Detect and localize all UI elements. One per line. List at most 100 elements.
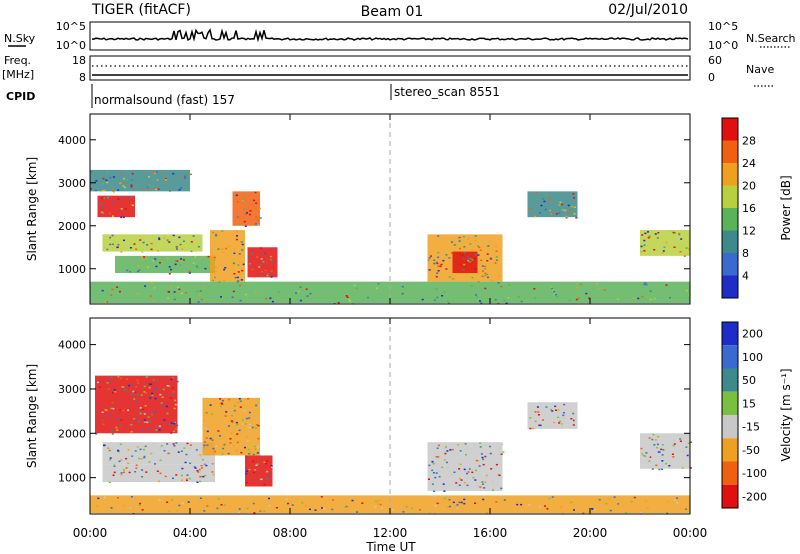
power-speckle [481, 275, 484, 278]
velocity-speckle [653, 444, 656, 446]
power-colorbar-tick: 20 [742, 180, 756, 193]
velocity-speckle [173, 430, 176, 432]
velocity-speckle [185, 478, 188, 480]
power-speckle [138, 269, 141, 271]
velocity-speckle [183, 447, 186, 449]
power-colorbar-frame [721, 117, 739, 299]
power-speckle [119, 290, 121, 293]
velocity-speckle [143, 385, 146, 388]
power-colorbar-swatch [722, 163, 738, 186]
velocity-speckle [126, 390, 129, 392]
velocity-speckle [479, 442, 482, 444]
power-speckle [108, 212, 111, 215]
velocity-speckle [155, 429, 158, 431]
power-speckle [482, 270, 484, 272]
power-speckle [221, 248, 224, 250]
velocity-speckle [138, 411, 141, 413]
velocity-colorbar-tick: -200 [742, 490, 767, 503]
velocity-speckle [162, 405, 165, 407]
velocity-speckle [202, 419, 205, 422]
power-y-tick-label: 1000 [58, 263, 86, 276]
power-speckle [130, 184, 133, 186]
power-speckle [498, 274, 501, 277]
power-speckle [137, 265, 139, 267]
velocity-speckle [143, 456, 146, 459]
velocity-speckle [479, 446, 482, 448]
power-speckle [653, 249, 656, 251]
velocity-speckle [219, 435, 221, 437]
velocity-speckle [129, 431, 132, 434]
power-speckle [471, 259, 474, 261]
velocity-speckle [220, 454, 223, 457]
velocity-speckle [239, 400, 242, 402]
power-speckle [181, 292, 183, 295]
velocity-speckle [458, 468, 461, 470]
velocity-colorbar-swatch [722, 415, 738, 439]
power-speckle [269, 258, 272, 261]
velocity-speckle [532, 427, 535, 430]
power-speckle [192, 262, 195, 264]
power-speckle [235, 230, 238, 232]
power-speckle [484, 272, 487, 275]
velocity-speckle [676, 497, 678, 499]
velocity-speckle [457, 444, 460, 446]
velocity-speckle [479, 486, 482, 488]
velocity-colorbar-tick: 100 [742, 351, 763, 364]
power-speckle [672, 231, 675, 234]
power-speckle [109, 243, 112, 246]
freq-left-tick-top: 18 [72, 54, 86, 67]
power-speckle [165, 181, 168, 183]
power-speckle [141, 251, 144, 253]
velocity-speckle [119, 409, 122, 411]
velocity-speckle [96, 505, 98, 507]
velocity-speckle [559, 420, 561, 423]
velocity-speckle [166, 501, 169, 503]
power-speckle [647, 237, 650, 239]
velocity-speckle [238, 508, 241, 510]
nsearch-label: N.Search [746, 32, 796, 45]
velocity-speckle [545, 406, 548, 408]
power-speckle [448, 276, 451, 278]
velocity-speckle [291, 504, 294, 506]
power-speckle [116, 246, 119, 249]
velocity-speckle [458, 501, 461, 504]
velocity-speckle [252, 453, 255, 456]
velocity-speckle [539, 424, 542, 427]
velocity-speckle [433, 490, 436, 493]
velocity-speckle [196, 470, 199, 472]
velocity-speckle [144, 392, 147, 394]
velocity-speckle [150, 452, 153, 455]
power-speckle [437, 235, 440, 237]
power-speckle [517, 296, 520, 298]
velocity-speckle [591, 508, 594, 510]
power-speckle [251, 268, 254, 271]
velocity-speckle [361, 502, 364, 504]
power-speckle [168, 241, 171, 243]
power-speckle [103, 197, 105, 200]
power-speckle [152, 187, 155, 190]
velocity-speckle [257, 424, 260, 427]
power-colorbar-swatch [722, 208, 738, 231]
power-speckle [155, 265, 158, 268]
power-speckle [103, 189, 106, 192]
velocity-speckle [639, 511, 642, 514]
velocity-speckle [544, 505, 546, 507]
velocity-speckle [648, 460, 651, 462]
power-speckle [122, 182, 125, 184]
power-colorbar-swatch [722, 140, 738, 163]
velocity-speckle [211, 471, 214, 473]
velocity-speckle [654, 439, 657, 441]
velocity-speckle [435, 456, 438, 458]
velocity-speckle [158, 499, 161, 501]
power-region [232, 191, 260, 226]
freq-panel-frame [89, 55, 691, 81]
power-speckle [102, 212, 104, 214]
velocity-speckle [158, 480, 160, 483]
velocity-speckle [140, 394, 143, 396]
power-speckle [170, 268, 172, 271]
velocity-speckle [344, 506, 347, 508]
power-speckle [247, 256, 250, 258]
power-speckle [603, 289, 606, 291]
velocity-speckle [247, 398, 250, 400]
velocity-y-tick-label: 4000 [58, 339, 86, 352]
